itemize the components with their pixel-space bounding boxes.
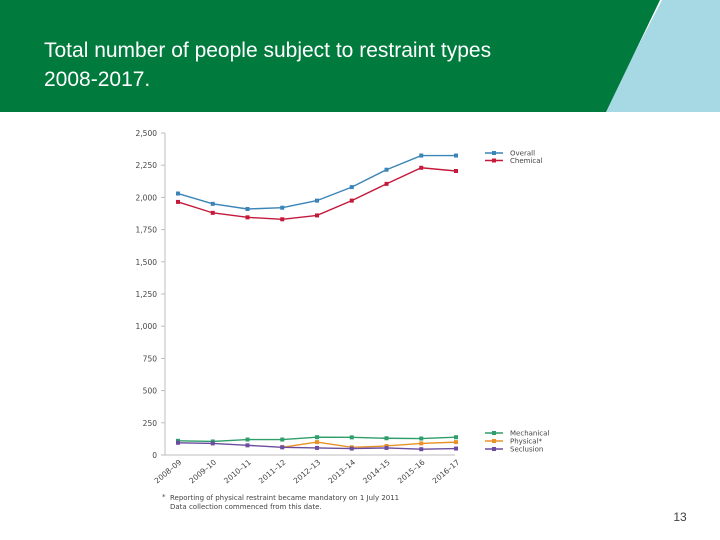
data-point-physical (419, 441, 424, 446)
data-point-overall (454, 153, 458, 158)
slide-title: Total number of people subject to restra… (44, 39, 492, 91)
data-point-seclusion (210, 441, 215, 446)
data-point-mechanical (315, 435, 319, 440)
x-tick-label: 2010–11 (222, 457, 253, 485)
y-tick-label: 250 (143, 419, 158, 428)
data-point-overall (419, 153, 424, 158)
y-tick-label: 1,750 (136, 226, 158, 235)
data-point-chemical (349, 198, 354, 203)
data-point-seclusion (315, 445, 319, 450)
legend-swatch-marker (492, 158, 496, 163)
legend-label: Overall (510, 150, 535, 158)
y-tick-label: 1,250 (136, 290, 158, 299)
data-point-overall (210, 201, 215, 206)
header-band (0, 0, 720, 112)
data-point-mechanical (454, 435, 458, 440)
data-point-overall (315, 198, 319, 203)
data-point-overall (280, 205, 285, 210)
series-line-physical (282, 441, 457, 448)
footnote-line-2: Data collection commenced from this date… (170, 503, 322, 511)
legend-swatch-marker (492, 431, 496, 435)
data-point-overall (176, 191, 180, 196)
data-point-physical (454, 440, 458, 445)
x-tick-label: 2012–13 (292, 457, 323, 485)
y-tick-label: 750 (143, 354, 158, 363)
header-accent-shape (604, 0, 720, 112)
x-tick-label: 2015–16 (396, 457, 427, 485)
data-point-seclusion (245, 443, 250, 448)
restraint-line-chart: 0 250 500 750 1,000 1,250 1,500 1,750 2,000 2,250… (136, 129, 550, 511)
y-tick-label: 2,250 (136, 161, 158, 170)
data-point-mechanical (349, 435, 354, 440)
data-point-mechanical (384, 436, 389, 441)
legend-swatch-marker (492, 151, 496, 155)
x-tick-label: 2014–15 (361, 457, 392, 485)
data-point-mechanical (245, 437, 250, 442)
data-point-seclusion (419, 447, 424, 452)
x-tick-label: 2016–17 (431, 457, 462, 485)
legend-label: Physical* (510, 438, 542, 446)
data-point-chemical (280, 217, 285, 222)
y-tick-label: 1,500 (136, 258, 158, 267)
data-point-seclusion (454, 446, 458, 451)
footnote-line-1: Reporting of physical restraint became m… (170, 494, 399, 502)
y-tick-label: 2,500 (136, 129, 158, 138)
x-tick-label: 2013–14 (326, 457, 357, 485)
footnote-marker: * (162, 493, 166, 501)
data-point-chemical (419, 165, 424, 170)
data-point-physical (315, 440, 319, 445)
legend-swatch-marker (492, 447, 496, 451)
legend-swatch-marker (492, 439, 496, 443)
data-point-chemical (384, 181, 389, 186)
x-tick-label: 2008–09 (153, 457, 184, 485)
header-green-shape (0, 0, 660, 112)
series-line-chemical (177, 167, 457, 220)
data-point-seclusion (349, 446, 354, 451)
data-point-seclusion (176, 440, 180, 445)
data-point-overall (245, 206, 250, 211)
data-point-mechanical (280, 437, 285, 442)
data-point-seclusion (280, 445, 285, 450)
data-point-mechanical (419, 436, 424, 441)
legend-label: Chemical (510, 157, 543, 165)
data-point-overall (384, 167, 389, 172)
legend-label: Mechanical (510, 430, 549, 438)
x-tick-label: 2011–12 (257, 457, 288, 485)
y-tick-label: 0 (152, 451, 157, 460)
data-point-chemical (176, 199, 180, 204)
y-tick-label: 2,000 (136, 193, 158, 202)
data-point-overall (349, 185, 354, 190)
y-tick-label: 500 (143, 387, 158, 396)
data-point-chemical (245, 215, 250, 220)
legend-label: Seclusion (510, 446, 543, 454)
page-number: 13 (673, 510, 687, 524)
data-point-seclusion (384, 445, 389, 450)
data-point-chemical (210, 210, 215, 215)
y-tick-label: 1,000 (136, 322, 158, 331)
data-point-chemical (315, 213, 319, 218)
x-tick-label: 2009–10 (187, 457, 218, 485)
data-point-chemical (454, 168, 458, 173)
